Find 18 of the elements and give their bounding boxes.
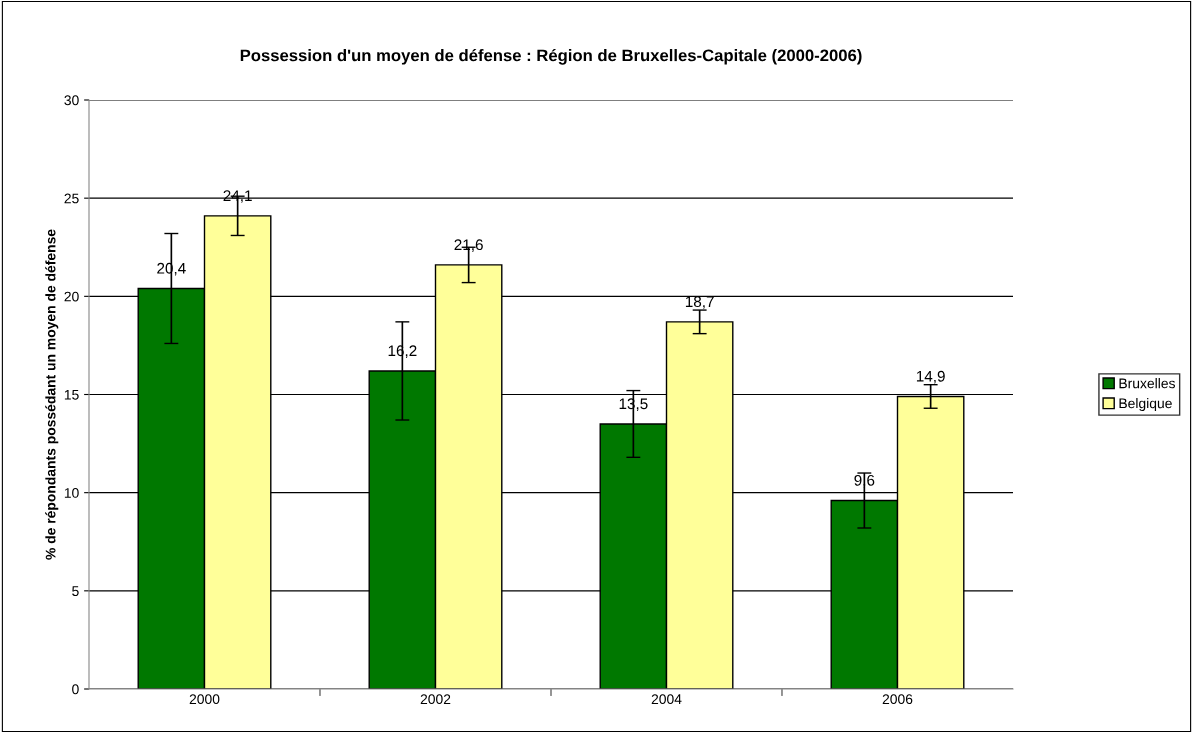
chart-title: Possession d'un moyen de défense : Région de Bruxelles-Capitale (2000-2006) (240, 48, 862, 65)
data-label: 21,6 (454, 239, 483, 252)
y-tick-label: 10 (64, 488, 79, 498)
y-tick-label: 0 (72, 684, 79, 695)
y-tick-label: 25 (64, 193, 79, 204)
legend-label: Belgique (1119, 398, 1172, 411)
x-tick-label: 2000 (189, 694, 220, 705)
y-tick-label: 15 (64, 389, 79, 400)
y-tick-label: 30 (64, 95, 79, 106)
y-tick-label: 5 (72, 586, 79, 596)
y-axis-title: % de répondants possédant un moyen de défense (45, 229, 59, 560)
legend-label: Bruxelles (1119, 378, 1175, 389)
x-tick-label: 2002 (420, 694, 451, 705)
data-label: 24,1 (223, 190, 252, 203)
data-label: 14,9 (916, 370, 945, 384)
y-tick-label: 20 (64, 291, 79, 302)
x-tick-label: 2004 (651, 694, 682, 705)
x-tick-label: 2006 (882, 694, 913, 705)
